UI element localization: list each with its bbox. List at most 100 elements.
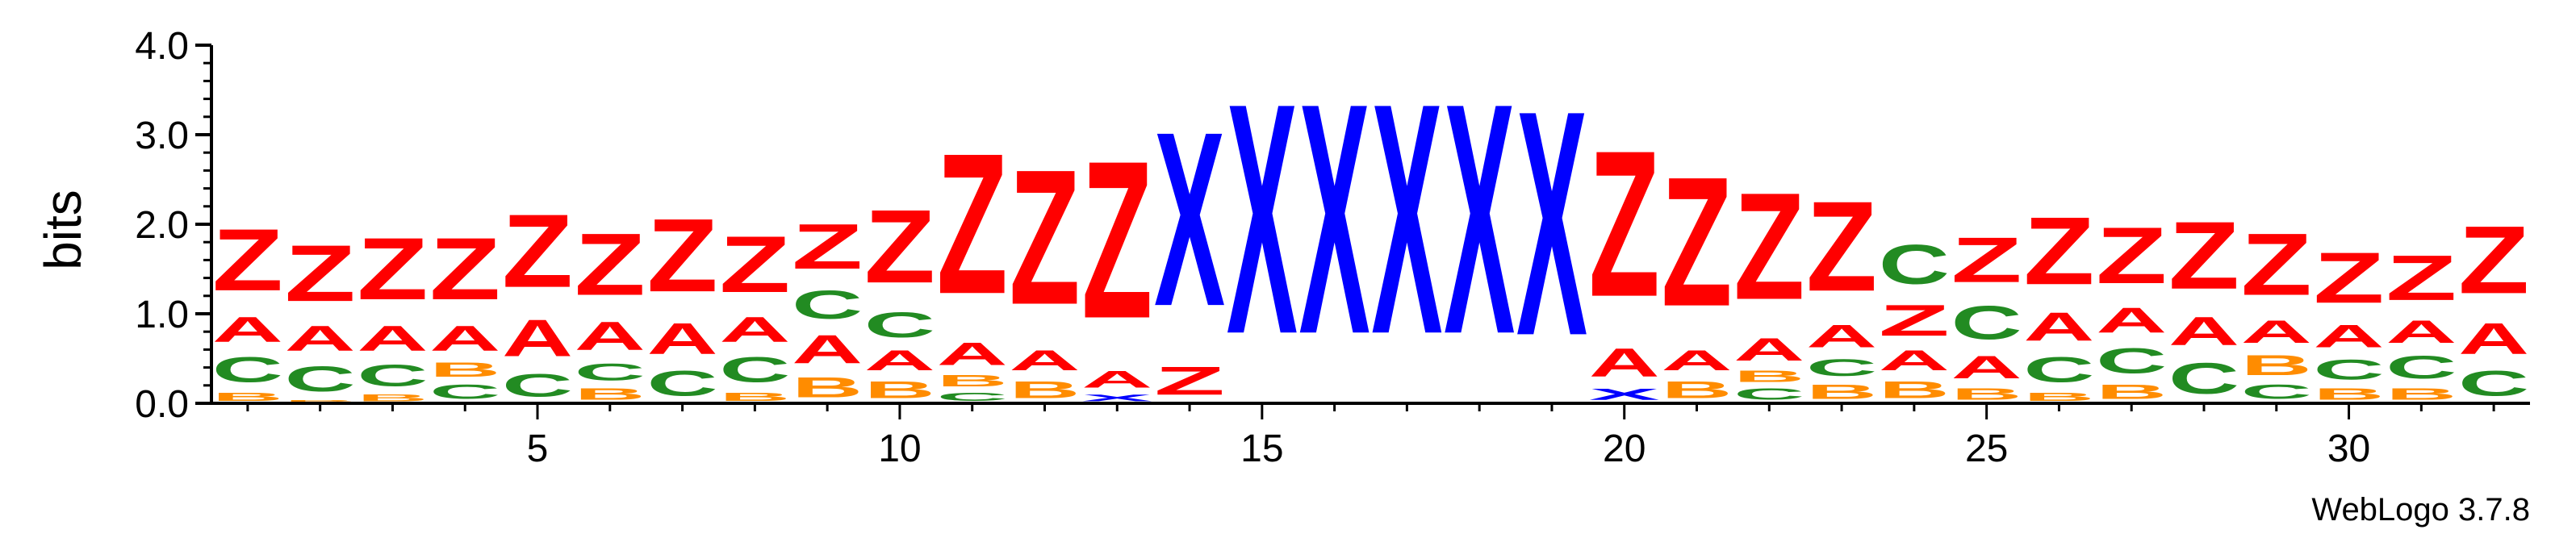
logo-glyph-z: Z <box>792 211 863 282</box>
logo-glyph-b: B <box>575 386 646 403</box>
logo-glyph-z: Z <box>502 193 573 310</box>
logo-glyph-b: B <box>2023 390 2094 403</box>
logo-glyph-a: A <box>1951 350 2022 386</box>
logo-glyph-z: Z <box>2168 202 2239 310</box>
logo-glyph-x: X <box>1516 43 1588 402</box>
x-ticks: 5 10 15 20 25 30 <box>246 403 2495 470</box>
logo-glyph-z: Z <box>2096 211 2167 301</box>
logo-glyph-z: Z <box>2314 238 2385 319</box>
logo-glyph-a: A <box>1879 345 1950 377</box>
logo-glyph-c: C <box>285 359 356 399</box>
logo-glyph-c: C <box>792 282 863 327</box>
logo-glyph-z: Z <box>1733 161 1804 332</box>
logo-glyph-z: Z <box>719 220 790 310</box>
logo-glyph-a: A <box>2314 319 2385 354</box>
logo-glyph-b: B <box>719 390 790 403</box>
logo-glyph-z: Z <box>2458 206 2529 315</box>
logo-glyph-z: Z <box>1589 107 1660 340</box>
logo-glyph-b: B <box>2314 386 2385 403</box>
logo-glyph-a: A <box>647 315 718 364</box>
logo-glyph-c: C <box>1951 296 2022 350</box>
logo-glyph-b: B <box>1009 377 1080 403</box>
logo-glyph-c: C <box>575 358 646 385</box>
logo-glyph-z: Z <box>1009 129 1080 345</box>
y-axis-title: bits <box>34 190 92 270</box>
logo-glyph-z: Z <box>1662 139 1733 345</box>
logo-glyph-a: A <box>864 345 935 377</box>
y-tick-label: 3.0 <box>135 115 189 157</box>
logo-glyph-a: A <box>1662 345 1733 377</box>
logo-glyph-a: A <box>719 310 790 350</box>
logo-glyph-a: A <box>2458 315 2529 364</box>
logo-glyph-c: C <box>2168 355 2239 404</box>
logo-glyph-c: C <box>1879 233 1950 296</box>
logo-glyph-x: X <box>1444 35 1516 403</box>
logo-glyph-c: C <box>2096 341 2167 382</box>
logo-glyph-c: C <box>2241 381 2312 403</box>
logo-glyph-c: C <box>647 363 718 403</box>
y-ticks: 0.0 1.0 2.0 3.0 4.0 <box>135 25 211 426</box>
logo-glyph-z: Z <box>647 198 718 315</box>
logo-glyph-b: B <box>792 372 863 403</box>
y-tick-label: 1.0 <box>135 294 189 336</box>
logo-glyph-x: X <box>1081 393 1152 403</box>
x-tick-label: 15 <box>1240 427 1283 470</box>
logo-glyph-a: A <box>2241 314 2312 349</box>
logo-glyph-z: Z <box>2386 242 2457 314</box>
logo-glyph-c: C <box>2314 354 2385 386</box>
logo-glyph-c: C <box>357 359 428 393</box>
logo-glyph-a: A <box>1589 340 1660 386</box>
logo-glyph-a: A <box>1806 319 1877 354</box>
logo-glyph-z: Z <box>1806 176 1877 319</box>
logo-glyph-a: A <box>2096 301 2167 341</box>
logo-glyph-z: Z <box>2023 198 2094 306</box>
logo-glyph-c: C <box>1806 354 1877 381</box>
logo-glyph-z: Z <box>937 112 1008 336</box>
x-tick-label: 10 <box>878 427 921 470</box>
logo-glyph-c: C <box>502 368 573 403</box>
logo-glyph-x: X <box>1227 35 1298 403</box>
y-tick-label: 0.0 <box>135 383 189 426</box>
logo-glyph-b: B <box>2386 386 2457 403</box>
logo-glyph-a: A <box>1009 345 1080 377</box>
logo-glyph-a: A <box>357 319 428 359</box>
logo-glyph-b: B <box>937 372 1008 390</box>
logo-glyph-c: C <box>937 390 1008 403</box>
weblogo-version-label: WebLogo 3.7.8 <box>2311 492 2530 528</box>
logo-glyph-a: A <box>2386 314 2457 349</box>
logo-glyph-z: Z <box>575 215 646 314</box>
logo-glyph-a: A <box>285 319 356 359</box>
logo-glyph-x: X <box>1154 81 1225 359</box>
logo-glyph-b: B <box>212 390 283 403</box>
logo-glyphs: BCAZBCAZBCAZCBAZCAZBCAZCAZBCAZBACZBACZCB… <box>212 35 2529 404</box>
logo-glyph-b: B <box>357 393 428 403</box>
logo-glyph-x: X <box>1299 35 1371 403</box>
logo-glyph-a: A <box>1081 365 1152 392</box>
logo-glyph-b: B <box>1806 381 1877 403</box>
logo-glyph-x: X <box>1589 386 1660 403</box>
x-tick-label: 30 <box>2327 427 2370 470</box>
logo-glyph-z: Z <box>864 189 935 306</box>
x-tick-label: 20 <box>1603 427 1646 470</box>
logo-glyph-b: B <box>429 358 500 381</box>
logo-glyph-b: B <box>1662 377 1733 403</box>
logo-glyph-a: A <box>502 309 573 367</box>
logo-glyph-b: B <box>864 377 935 403</box>
logo-glyph-x: X <box>1371 35 1443 403</box>
logo-glyph-c: C <box>864 305 935 345</box>
logo-glyph-b: B <box>2096 381 2167 403</box>
logo-glyph-z: Z <box>2241 215 2312 314</box>
x-tick-label: 5 <box>527 427 549 470</box>
y-tick-label: 2.0 <box>135 204 189 247</box>
logo-glyph-c: C <box>212 350 283 390</box>
logo-glyph-b: B <box>2241 349 2312 381</box>
logo-glyph-c: C <box>2458 363 2529 403</box>
logo-glyph-a: A <box>2168 309 2239 354</box>
logo-glyph-b: B <box>1733 368 1804 386</box>
logo-glyph-z: Z <box>212 211 283 309</box>
logo-glyph-z: Z <box>1879 296 1950 345</box>
logo-glyph-z: Z <box>285 229 356 319</box>
logo-glyph-b: B <box>285 398 356 403</box>
logo-glyph-b: B <box>1879 377 1950 403</box>
